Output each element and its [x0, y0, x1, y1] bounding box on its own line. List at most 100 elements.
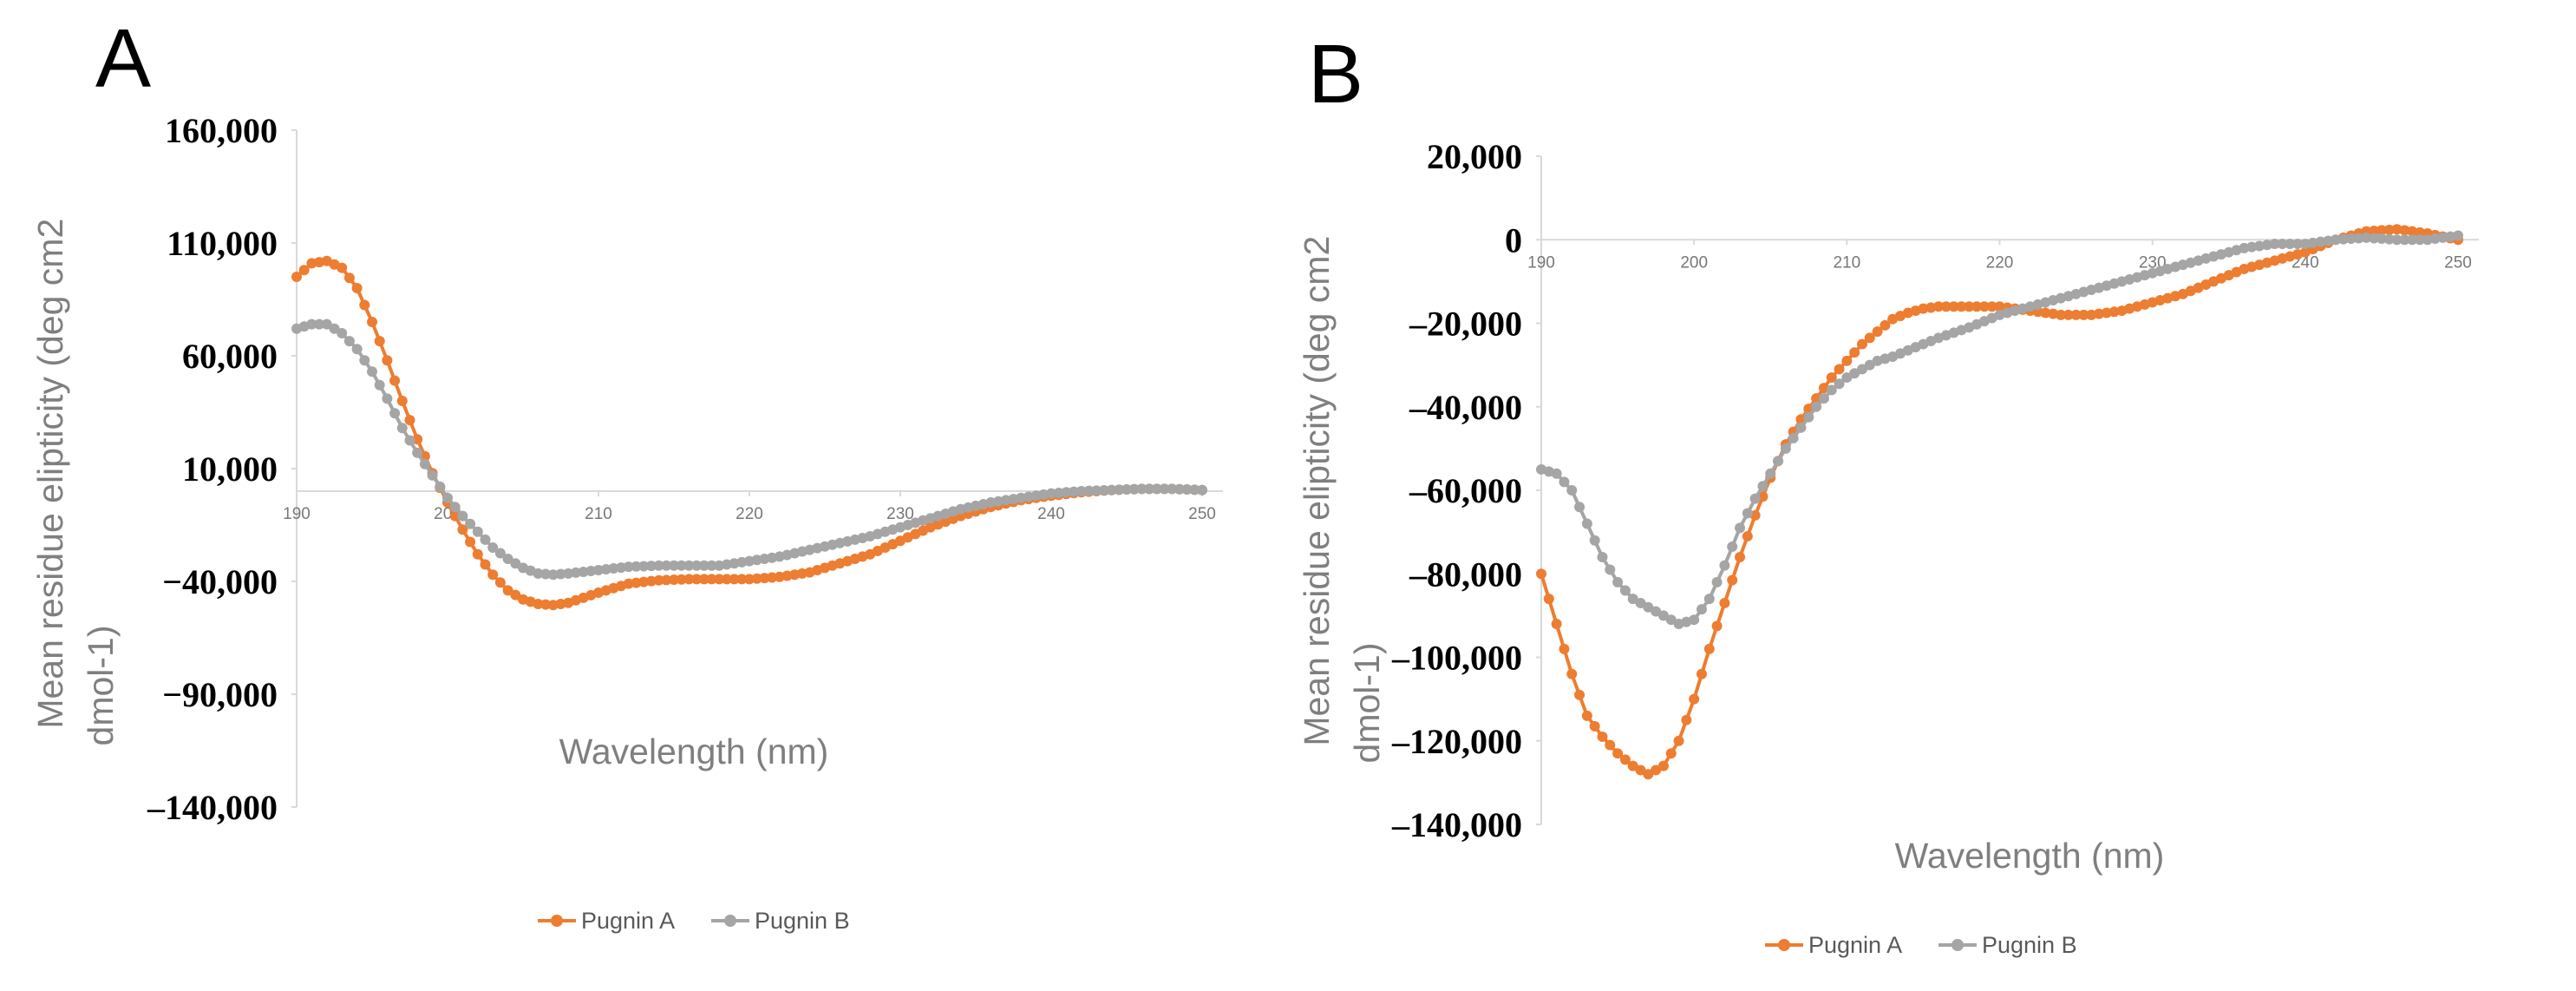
panel-b-data-point-pugnin-a [1834, 364, 1845, 375]
panel-a-data-point-pugnin-a [487, 569, 499, 581]
panel-b-data-point-pugnin-b [1559, 476, 1570, 488]
panel-a-data-point-pugnin-b [1098, 485, 1109, 496]
panel-a-data-point-pugnin-a [759, 573, 770, 584]
panel-a-data-point-pugnin-a [623, 578, 634, 589]
panel-a-y-axis-title: Mean residue elipticity (deg cm2 dmol-1) [30, 208, 121, 745]
panel-b-data-point-pugnin-a [2109, 306, 2120, 318]
panel-b-data-point-pugnin-b [1780, 443, 1791, 454]
panel-b-data-point-pugnin-b [1834, 378, 1845, 390]
panel-b-data-point-pugnin-b [2407, 234, 2418, 246]
panel-a-legend-label: Pugnin A [581, 908, 675, 934]
panel-b-data-point-pugnin-b [2422, 234, 2433, 246]
panel-a-data-point-pugnin-b [653, 560, 664, 571]
panel-b-data-point-pugnin-b [1811, 401, 1822, 412]
panel-a-data-point-pugnin-a [374, 336, 385, 347]
panel-b-data-point-pugnin-b [1773, 456, 1784, 467]
panel-b-data-point-pugnin-a [1864, 332, 1875, 344]
panel-a-data-point-pugnin-b [329, 323, 340, 334]
panel-a-data-point-pugnin-b [351, 344, 363, 355]
panel-b-data-point-pugnin-a [1971, 301, 1983, 312]
panel-a-data-point-pugnin-b [676, 560, 687, 571]
panel-a-y-axis-title-line-2: dmol-1) [81, 626, 121, 746]
panel-b-data-point-pugnin-a [1551, 619, 1562, 629]
panel-b-data-point-pugnin-a [1559, 643, 1570, 654]
panel-b-data-point-pugnin-b [2331, 234, 2342, 246]
panel-b-y-tick-label: –80,000 [1409, 555, 1522, 594]
panel-a-data-point-pugnin-b [480, 534, 491, 545]
panel-b-data-point-pugnin-b [1619, 585, 1631, 596]
panel-a-data-point-pugnin-a [683, 574, 695, 585]
panel-b-y-tick-label: –140,000 [1391, 805, 1522, 844]
panel-a-data-point-pugnin-b [472, 526, 483, 537]
panel-a: A 160,000 110,000 60,000 10,000 −40,000 −90,0… [30, 12, 1223, 934]
panel-a-data-point-pugnin-b [669, 560, 679, 571]
panel-b-data-point-pugnin-a [1727, 574, 1738, 586]
panel-a-series-line-pugnin-b [296, 322, 1203, 577]
panel-a-data-point-pugnin-a [661, 574, 672, 586]
panel-b-y-tick-label: –100,000 [1391, 639, 1522, 678]
panel-a-data-point-pugnin-b [374, 379, 385, 390]
panel-b-series-line-pugnin-b [1540, 233, 2459, 626]
panel-a-data-point-pugnin-a [396, 396, 408, 406]
panel-a-data-point-pugnin-b [487, 542, 499, 553]
panel-b-legend: Pugnin A Pugnin B [1765, 932, 2077, 958]
panel-b-series-pugnin-a [1536, 224, 2463, 780]
panel-b-data-point-pugnin-a [2407, 226, 2418, 237]
panel-b-data-point-pugnin-a [1673, 735, 1684, 746]
panel-b-data-point-pugnin-b [1651, 606, 1662, 617]
panel-a-data-point-pugnin-a [736, 574, 748, 585]
panel-a-data-point-pugnin-b [645, 561, 657, 572]
panel-a-data-point-pugnin-b [343, 336, 355, 347]
panel-a-data-point-pugnin-b [1069, 486, 1080, 497]
panel-a-data-point-pugnin-b [494, 548, 506, 559]
panel-a-data-point-pugnin-a [472, 548, 483, 560]
panel-b-data-point-pugnin-b [1696, 604, 1707, 615]
panel-b-data-point-pugnin-b [1849, 368, 1860, 379]
panel-a-data-point-pugnin-a [669, 574, 679, 586]
panel-a-data-point-pugnin-b [608, 563, 619, 574]
panel-b-data-point-pugnin-b [1727, 541, 1738, 552]
panel-a-data-point-pugnin-b [389, 408, 401, 419]
panel-a-label: A [95, 12, 151, 105]
panel-b-data-point-pugnin-b [2269, 239, 2280, 250]
panel-b-y-tick-label: –60,000 [1409, 471, 1522, 510]
panel-b-y-tick-label: 20,000 [1427, 137, 1522, 176]
panel-a-data-point-pugnin-b [683, 560, 695, 571]
panel-a-data-point-pugnin-b [314, 318, 325, 330]
panel-b-data-point-pugnin-a [1605, 739, 1616, 751]
panel-b-data-point-pugnin-b [2369, 233, 2380, 244]
panel-b-legend-label: Pugnin B [1982, 932, 2077, 958]
panel-b-data-point-pugnin-a [1964, 301, 1975, 312]
panel-b-data-point-pugnin-a [1925, 302, 1937, 313]
panel-a-legend-label: Pugnin B [755, 908, 850, 934]
panel-b-data-point-pugnin-b [2361, 232, 2372, 243]
panel-b-data-point-pugnin-a [2086, 309, 2097, 320]
panel-a-y-tick-label: 10,000 [182, 450, 278, 489]
panel-b-data-point-pugnin-a [2391, 224, 2403, 235]
panel-b-data-point-pugnin-a [2383, 224, 2395, 235]
panel-a-data-point-pugnin-b [638, 561, 650, 572]
panel-b-data-point-pugnin-a [1918, 303, 1929, 314]
panel-a-data-point-pugnin-b [533, 568, 544, 579]
panel-a-data-point-pugnin-b [367, 366, 377, 377]
panel-b-legend-item-pugnin-b: Pugnin B [1939, 932, 2077, 958]
panel-b-data-point-pugnin-b [2445, 231, 2456, 242]
panel-b-data-point-pugnin-b [1749, 493, 1761, 504]
panel-b-data-point-pugnin-b [1826, 384, 1837, 396]
panel-a-data-point-pugnin-a [449, 510, 461, 522]
panel-a-y-tick-label: –140,000 [147, 788, 278, 827]
panel-a-data-point-pugnin-a [714, 574, 725, 585]
panel-a-data-point-pugnin-b [457, 510, 468, 522]
panel-a-data-point-pugnin-b [442, 492, 453, 503]
panel-b-data-point-pugnin-b [1597, 552, 1608, 562]
panel-b-data-point-pugnin-b [1757, 481, 1769, 492]
panel-a-data-point-pugnin-b [1061, 487, 1072, 498]
panel-a-data-point-pugnin-b [1136, 483, 1147, 495]
panel-a-y-tick-label: 60,000 [182, 337, 278, 376]
panel-a-data-point-pugnin-b [578, 566, 589, 577]
panel-a-data-point-pugnin-a [729, 574, 740, 585]
panel-b-data-point-pugnin-a [1811, 393, 1822, 404]
panel-b-data-point-pugnin-a [2040, 307, 2051, 318]
panel-b-data-point-pugnin-a [1948, 301, 1959, 312]
